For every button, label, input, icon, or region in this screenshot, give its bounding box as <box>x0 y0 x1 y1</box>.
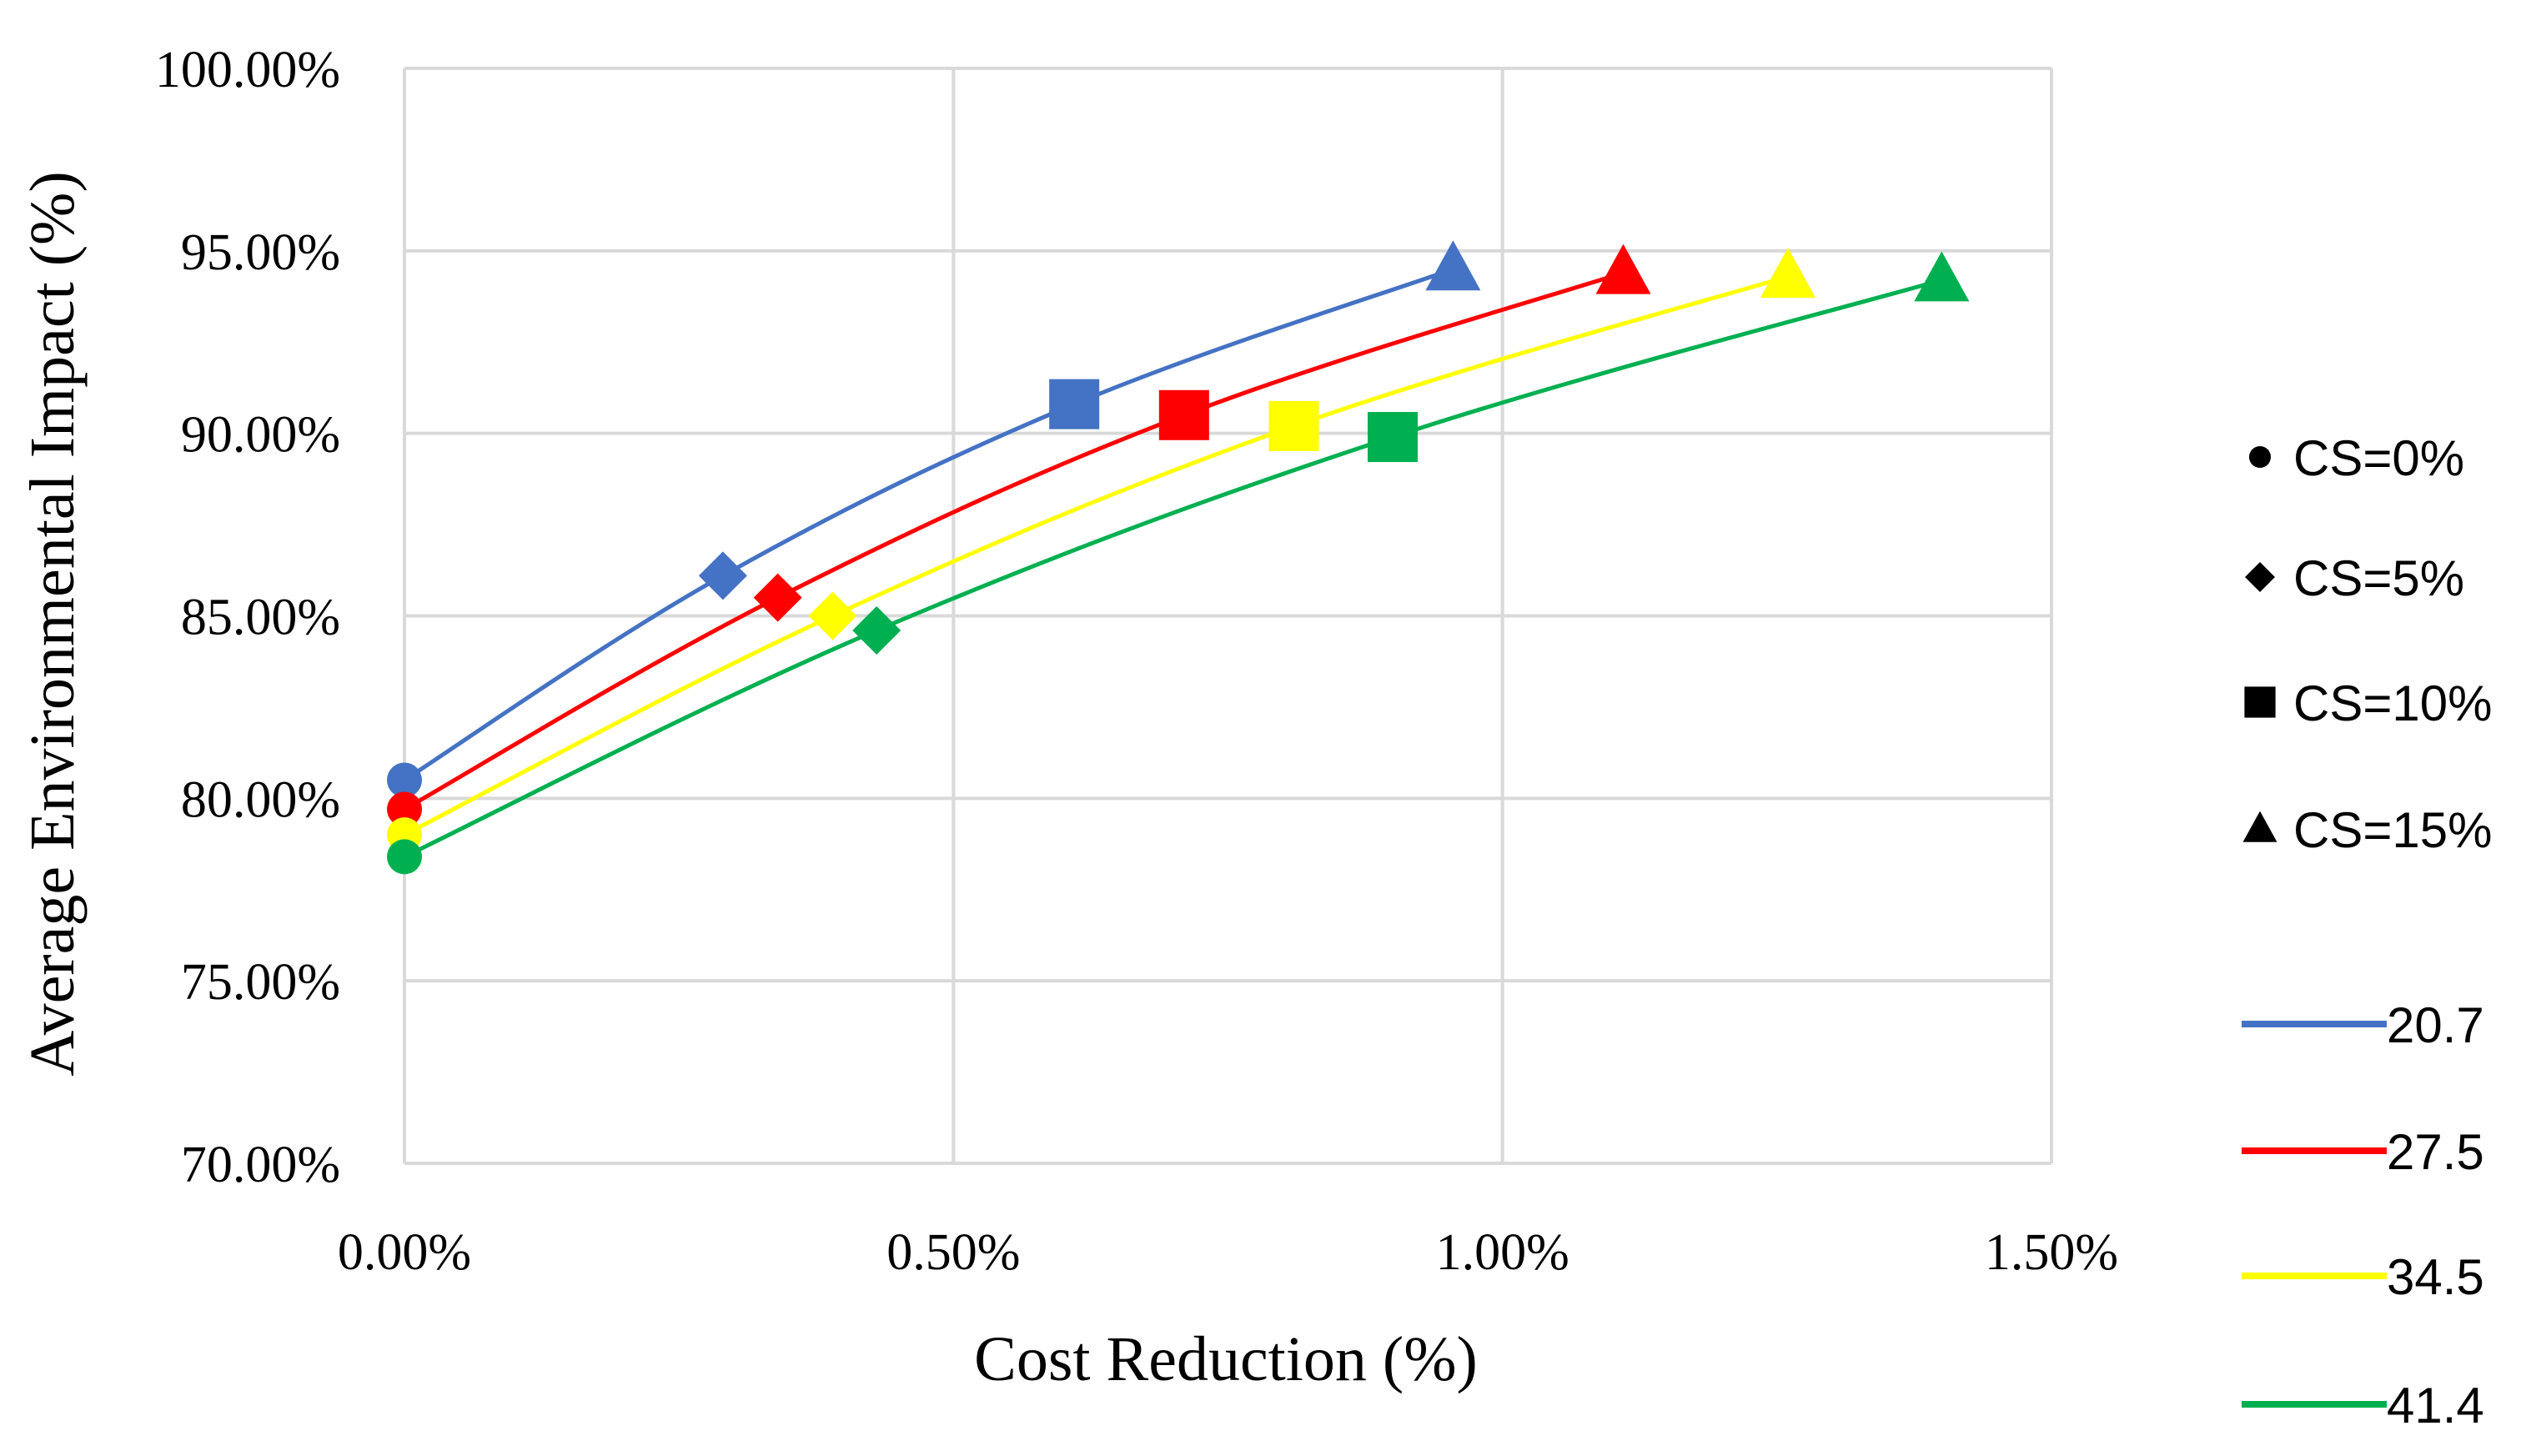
series-27.5 <box>387 244 1651 827</box>
legend-marker-square <box>2244 686 2276 718</box>
legend-label: CS=5% <box>2293 550 2464 606</box>
legend-label: CS=15% <box>2293 802 2492 858</box>
y-axis-title: Average Environmental Impact (%) <box>18 171 88 1076</box>
legend-marker-circle <box>2248 445 2272 469</box>
y-tick-label: 80.00% <box>181 771 340 828</box>
data-point-triangle <box>1595 244 1651 294</box>
data-point-diamond <box>753 573 802 622</box>
data-point-circle <box>387 791 422 827</box>
legend-label: CS=0% <box>2293 430 2464 486</box>
data-point-square <box>1268 400 1319 451</box>
data-point-diamond <box>808 591 857 640</box>
data-point-square <box>1158 389 1209 440</box>
legend-marker-triangle <box>2242 811 2277 842</box>
data-point-square <box>1049 379 1100 429</box>
data-point-circle <box>387 839 422 875</box>
grid <box>403 67 2053 1165</box>
data-point-circle <box>387 762 422 798</box>
series-41.4 <box>387 251 1970 875</box>
series-20.7 <box>387 240 1481 798</box>
data-point-diamond <box>698 551 747 600</box>
data-point-triangle <box>1914 251 1970 302</box>
data-point-triangle <box>1760 247 1815 298</box>
tick-labels: 70.00% 75.00% 80.00% 85.00% 90.00% 95.00% 100.… <box>155 42 2118 1281</box>
x-tick-label: 1.50% <box>1985 1224 2118 1281</box>
series-line <box>403 270 1625 811</box>
y-tick-label: 100.00% <box>155 42 340 98</box>
x-axis-title: Cost Reduction (%) <box>974 1324 1478 1394</box>
legend-label: 34.5 <box>2387 1249 2484 1305</box>
y-tick-label: 70.00% <box>181 1137 340 1193</box>
data-point-square <box>1368 412 1418 463</box>
y-tick-label: 85.00% <box>181 590 340 646</box>
data-point-diamond <box>852 606 901 655</box>
series-layer <box>387 240 1970 875</box>
y-tick-label: 90.00% <box>181 407 340 464</box>
legend: CS=0% CS=5% CS=10% CS=15% 20.7 27.5 34.5 41.4 <box>2242 430 2492 1433</box>
legend-marker-diamond <box>2245 562 2275 592</box>
legend-label: 20.7 <box>2387 997 2484 1053</box>
legend-label: 27.5 <box>2387 1124 2484 1180</box>
x-tick-label: 0.00% <box>338 1224 471 1281</box>
legend-label: 41.4 <box>2387 1378 2484 1433</box>
data-point-triangle <box>1425 240 1481 291</box>
series-34.5 <box>387 247 1815 853</box>
series-line <box>403 274 1789 837</box>
y-tick-label: 75.00% <box>181 954 340 1011</box>
x-tick-label: 0.50% <box>886 1224 1020 1281</box>
series-line <box>403 267 1454 782</box>
x-tick-label: 1.00% <box>1436 1224 1569 1281</box>
y-tick-label: 95.00% <box>181 224 340 281</box>
series-line <box>403 278 1943 859</box>
legend-label: CS=10% <box>2293 675 2492 731</box>
